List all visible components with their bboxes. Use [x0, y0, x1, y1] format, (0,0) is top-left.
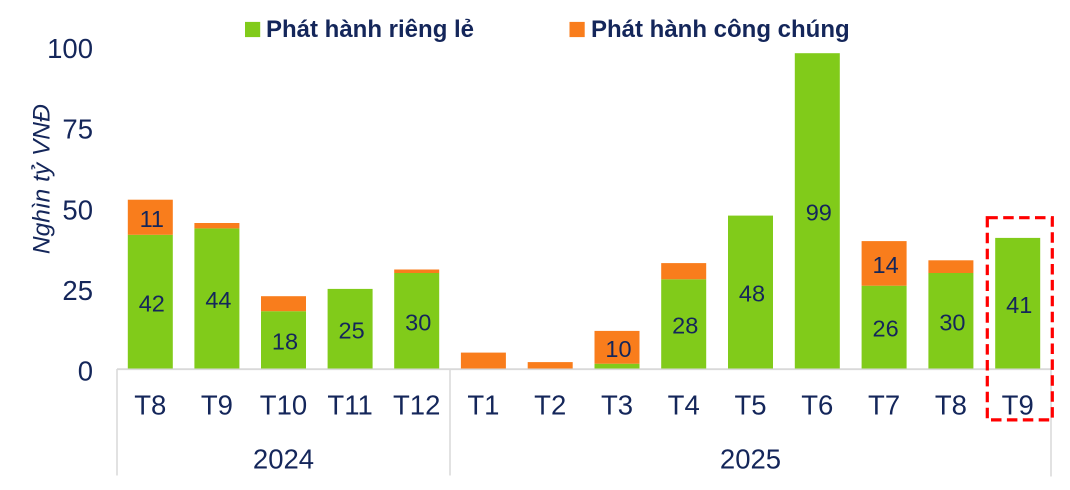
svg-text:25: 25: [339, 317, 365, 343]
svg-text:28: 28: [672, 313, 698, 339]
svg-text:30: 30: [405, 309, 431, 335]
svg-text:25: 25: [62, 275, 93, 306]
svg-text:50: 50: [62, 194, 93, 225]
svg-text:2025: 2025: [720, 443, 781, 474]
svg-text:T12: T12: [393, 390, 440, 421]
svg-text:44: 44: [205, 287, 231, 313]
svg-text:18: 18: [272, 329, 298, 355]
svg-text:Phát hành riêng lẻ: Phát hành riêng lẻ: [266, 16, 474, 43]
svg-text:T10: T10: [260, 390, 307, 421]
svg-text:T3: T3: [601, 390, 633, 421]
svg-text:T2: T2: [534, 390, 566, 421]
svg-text:30: 30: [939, 309, 965, 335]
svg-text:48: 48: [739, 281, 765, 307]
svg-text:26: 26: [873, 316, 899, 342]
svg-text:14: 14: [873, 252, 899, 278]
svg-text:99: 99: [806, 200, 832, 226]
svg-text:Phát hành công chúng: Phát hành công chúng: [591, 16, 850, 43]
svg-text:T1: T1: [467, 390, 499, 421]
svg-text:2024: 2024: [253, 443, 314, 474]
svg-text:100: 100: [47, 33, 93, 64]
svg-text:T6: T6: [801, 390, 833, 421]
svg-text:0: 0: [78, 356, 93, 387]
svg-text:T11: T11: [327, 390, 372, 421]
svg-text:11: 11: [140, 206, 164, 232]
svg-text:T4: T4: [668, 390, 700, 421]
svg-text:10: 10: [605, 336, 631, 362]
svg-text:T7: T7: [868, 390, 900, 421]
svg-text:T8: T8: [134, 390, 166, 421]
svg-text:T9: T9: [201, 390, 233, 421]
svg-text:42: 42: [139, 290, 165, 316]
svg-text:Nghìn tỷ VNĐ: Nghìn tỷ VNĐ: [29, 104, 56, 254]
svg-text:T5: T5: [734, 390, 766, 421]
svg-text:41: 41: [1006, 292, 1032, 318]
svg-text:75: 75: [62, 114, 93, 145]
svg-text:T9: T9: [1002, 390, 1034, 421]
svg-text:T8: T8: [935, 390, 967, 421]
